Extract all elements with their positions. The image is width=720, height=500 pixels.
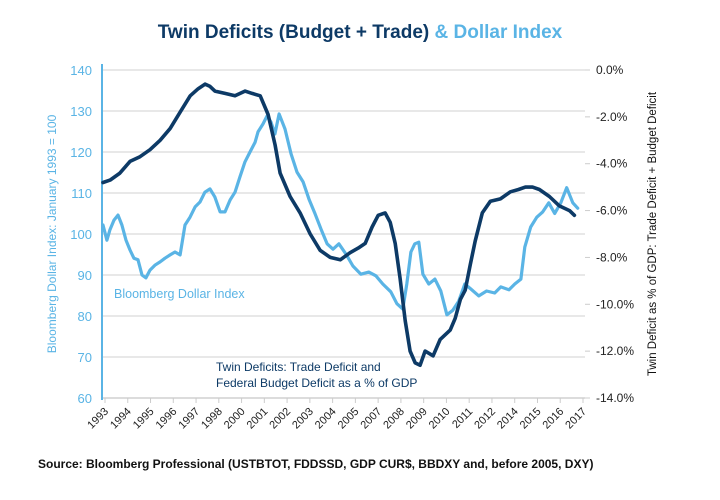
x-tick-label: 2008 [381,406,407,432]
right-tick-label: -2.0% [596,110,628,124]
x-tick-label: 1994 [108,406,134,432]
x-tick-label: 1996 [154,406,180,432]
left-tick-label: 110 [71,186,92,201]
x-tick-label: 2010 [427,406,453,432]
gridlines [103,69,585,399]
left-tick-label: 90 [78,268,92,283]
x-tick-label: 2000 [222,406,248,432]
x-tick-label: 2015 [518,406,544,432]
annotation-dollar-index: Bloomberg Dollar Index [114,287,245,301]
right-tick-label: -14.0% [596,391,634,405]
x-tick-label: 2007 [358,406,384,432]
dollar-index-line [101,112,580,317]
left-axis-ticks: 140 130 120 110 100 90 80 70 60 [70,63,92,406]
x-tick-label: 2005 [336,406,362,432]
axes [101,64,585,400]
x-axis-ticks: 1993199419951996199719982000200120022003… [85,398,589,431]
chart-title-part2: & Dollar Index [434,22,563,43]
x-tick-label: 2012 [472,406,498,432]
y-axis-label-right: Twin Deficit as % of GDP: Trade Deficit … [647,91,659,376]
x-tick-label: 2002 [267,406,293,432]
x-tick-label: 2003 [290,406,316,432]
annotation-twin-deficit-line2: Federal Budget Deficit as a % of GDP [216,376,417,390]
annotation-twin-deficit-line1: Twin Deficits: Trade Deficit and [216,360,381,374]
chart-title-part1: Twin Deficits (Budget + Trade) [157,22,430,43]
right-tick-label: 0.0% [596,63,624,77]
x-tick-label: 2016 [541,406,567,432]
source-note: Source: Bloomberg Professional (USTBTOT,… [38,457,594,471]
left-tick-label: 130 [70,104,92,119]
x-tick-label: 2001 [245,406,271,432]
chart-title: Twin Deficits (Budget + Trade) & Dollar … [0,22,720,44]
x-tick-label: 1993 [85,406,111,432]
x-tick-label: 2009 [404,406,430,432]
x-tick-label: 2011 [450,406,475,431]
left-tick-label: 140 [70,63,92,78]
right-tick-label: -8.0% [596,250,628,264]
series [101,82,580,368]
x-tick-label: 2004 [313,406,339,432]
right-tick-label: -4.0% [596,157,628,171]
x-tick-label: 2017 [563,406,589,432]
right-tick-label: -10.0% [596,297,634,311]
twin-deficit-line [101,82,577,368]
x-tick-label: 1997 [176,406,202,432]
left-tick-label: 70 [78,350,92,365]
right-axis-ticks: 0.0% -2.0% -4.0% -6.0% -8.0% -10.0% -12.0% -14.… [585,63,634,405]
right-tick-label: -6.0% [596,204,628,218]
right-tick-label: -12.0% [596,344,634,358]
x-tick-label: 1995 [131,406,157,432]
x-tick-label: 2014 [495,406,521,432]
left-tick-label: 100 [70,227,92,242]
x-tick-label: 1998 [199,406,225,432]
left-tick-label: 80 [78,309,92,324]
left-tick-label: 120 [70,145,92,160]
y-axis-label-left: Bloomberg Dollar Index: January 1993 = 1… [45,114,59,353]
left-tick-label: 60 [78,391,92,406]
